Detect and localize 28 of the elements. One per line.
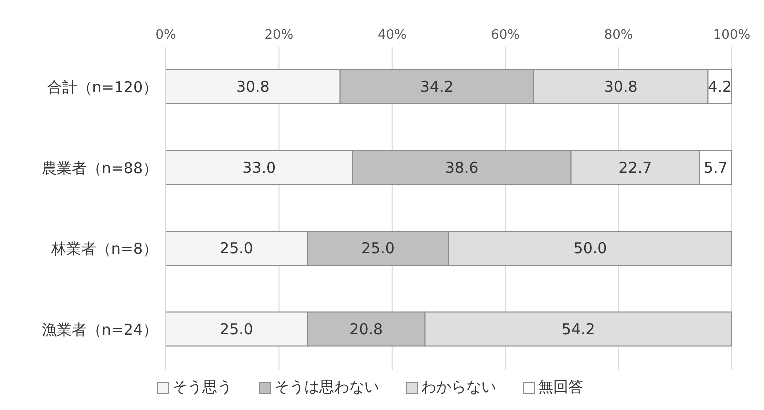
data-label: 4.2 [708, 78, 732, 96]
x-tick-label: 0% [156, 28, 176, 43]
y-tick-label: 合計（n=120） [47, 78, 158, 97]
legend-label: そう思う [172, 378, 232, 397]
data-label: 30.8 [236, 78, 270, 96]
data-label: 33.0 [242, 158, 276, 177]
x-tick-label: 20% [264, 28, 294, 43]
data-label: 22.7 [618, 158, 652, 177]
data-label: 34.2 [420, 78, 454, 96]
y-tick-label: 林業者（n=8） [50, 240, 158, 258]
data-label: 30.8 [604, 78, 638, 96]
data-label: 25.0 [362, 240, 395, 258]
legend-label: そうは思わない [274, 378, 380, 397]
x-tick-label: 80% [604, 28, 634, 43]
data-label: 50.0 [574, 240, 608, 258]
data-label: 54.2 [562, 320, 596, 338]
x-tick-label: 40% [378, 28, 407, 43]
data-label: 25.0 [220, 240, 254, 258]
data-label: 38.6 [445, 158, 479, 177]
y-tick-label: 農業者（n=88） [42, 159, 158, 178]
legend-label: 無回答 [538, 378, 584, 397]
data-label: 5.7 [704, 158, 728, 177]
data-label: 20.8 [350, 320, 384, 338]
x-tick-label: 100% [713, 28, 751, 43]
legend-label: わからない [422, 378, 496, 397]
data-label: 25.0 [220, 320, 254, 338]
x-tick-label: 60% [491, 28, 520, 43]
y-tick-label: 漁業者（n=24） [42, 320, 158, 339]
